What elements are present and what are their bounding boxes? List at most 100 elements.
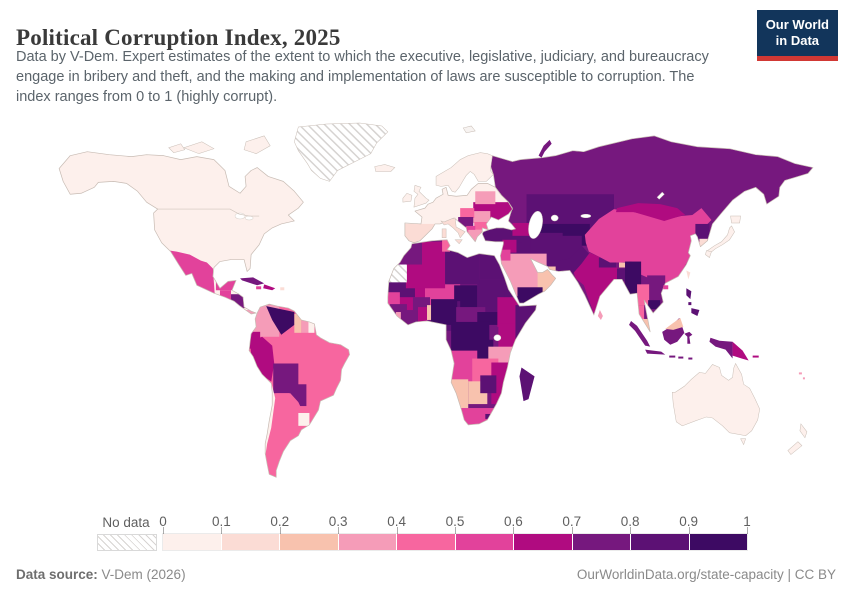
region-bhutan[interactable]: [618, 262, 627, 268]
region-taiwan[interactable]: [686, 270, 691, 280]
region-hungary[interactable]: [460, 208, 475, 219]
region-honshu[interactable]: [706, 225, 735, 253]
region-serbia-bosnia[interactable]: [458, 217, 474, 227]
region-ivory-coast[interactable]: [400, 311, 418, 325]
region-australia[interactable]: [671, 362, 760, 437]
region-ghana[interactable]: [417, 307, 428, 324]
region-sulawesi[interactable]: [684, 331, 693, 344]
region-sumatra[interactable]: [629, 320, 651, 347]
region-lesser-sunda[interactable]: [669, 355, 676, 358]
owid-logo-line: in Data: [775, 33, 820, 49]
region-venezuela[interactable]: [266, 306, 295, 335]
region-bangladesh[interactable]: [616, 268, 628, 282]
region-nz-north[interactable]: [799, 423, 808, 439]
lake-balkhash: [580, 213, 592, 219]
region-east-malaysia[interactable]: [665, 317, 684, 330]
region-ireland[interactable]: [402, 192, 413, 203]
region-zimbabwe[interactable]: [480, 375, 497, 394]
region-hokkaido[interactable]: [730, 215, 741, 224]
region-thailand[interactable]: [637, 284, 650, 306]
region-baffin-island[interactable]: [243, 135, 271, 154]
no-data-label: No data: [102, 515, 150, 530]
region-lesser-sunda[interactable]: [688, 357, 693, 360]
region-french-guiana[interactable]: [308, 314, 315, 333]
region-banks-island[interactable]: [168, 143, 186, 153]
region-sicily[interactable]: [454, 239, 463, 245]
region-albania[interactable]: [466, 225, 476, 233]
footer-link[interactable]: OurWorldinData.org/state-capacity | CC B…: [576, 567, 836, 582]
region-nz-south[interactable]: [787, 441, 803, 455]
region-victoria-island[interactable]: [183, 141, 215, 154]
region-yemen[interactable]: [517, 287, 543, 306]
caspian-sea: [528, 211, 543, 239]
region-cuba[interactable]: [240, 277, 265, 286]
no-data-swatch[interactable]: [97, 534, 157, 551]
region-puerto-rico[interactable]: [280, 287, 285, 291]
region-italy[interactable]: [440, 217, 466, 239]
region-tasmania[interactable]: [740, 438, 746, 446]
region-fiji[interactable]: [798, 372, 802, 375]
region-jordan[interactable]: [499, 249, 511, 261]
region-kyushu[interactable]: [705, 250, 712, 258]
owid-logo: Our World in Data: [756, 10, 838, 61]
region-sierra-leone[interactable]: [395, 312, 403, 320]
region-tunisia[interactable]: [442, 239, 451, 252]
region-lesser-sunda[interactable]: [678, 356, 684, 359]
region-nigeria[interactable]: [431, 299, 458, 325]
region-madagascar[interactable]: [519, 367, 535, 402]
region-java[interactable]: [645, 349, 666, 355]
region-mongolia[interactable]: [615, 203, 686, 221]
region-sri-lanka[interactable]: [597, 310, 603, 320]
region-novaya-zemlya[interactable]: [538, 139, 552, 158]
region-visayas[interactable]: [688, 302, 692, 306]
region-iceland[interactable]: [374, 164, 396, 172]
region-north-korea[interactable]: [695, 223, 710, 239]
region-western-sahara[interactable]: [387, 264, 407, 283]
region-peru[interactable]: [250, 336, 275, 382]
region-argentina[interactable]: [267, 393, 304, 478]
region-panama[interactable]: [245, 310, 258, 318]
region-vietnam-laos[interactable]: [647, 275, 666, 301]
region-kenya[interactable]: [498, 323, 517, 348]
region-senegal[interactable]: [387, 292, 400, 306]
region-guyana[interactable]: [294, 314, 302, 333]
region-mindanao[interactable]: [691, 308, 700, 316]
lake-baikal: [656, 191, 665, 200]
region-suriname[interactable]: [301, 314, 309, 333]
region-guinea[interactable]: [389, 304, 407, 315]
region-hispaniola[interactable]: [263, 284, 276, 291]
region-malaysia[interactable]: [642, 318, 654, 333]
region-papua-new-guinea[interactable]: [732, 341, 749, 361]
region-greenland[interactable]: [294, 122, 389, 182]
region-india[interactable]: [573, 252, 620, 315]
region-fiji[interactable]: [802, 377, 805, 380]
region-luzon[interactable]: [686, 288, 692, 300]
region-cambodia[interactable]: [648, 300, 661, 310]
region-scandinavia[interactable]: [435, 152, 494, 193]
region-united-kingdom[interactable]: [413, 185, 430, 208]
region-bulgaria[interactable]: [474, 221, 488, 230]
region-hainan[interactable]: [663, 285, 669, 290]
region-namibia[interactable]: [450, 379, 469, 411]
region-usa-canada[interactable]: [59, 151, 304, 315]
region-jamaica[interactable]: [256, 286, 262, 290]
region-uruguay[interactable]: [298, 412, 310, 426]
region-belarus[interactable]: [475, 191, 496, 205]
region-benin-togo[interactable]: [427, 305, 434, 320]
region-south-korea[interactable]: [699, 238, 708, 248]
region-sardinia[interactable]: [441, 228, 447, 239]
region-west-new-guinea[interactable]: [709, 337, 733, 359]
region-syria[interactable]: [502, 239, 517, 253]
region-pakistan[interactable]: [557, 245, 589, 275]
region-thailand-peninsula[interactable]: [638, 305, 645, 322]
region-guatemala[interactable]: [219, 290, 232, 302]
legend-color-bar[interactable]: [162, 533, 748, 551]
region-honduras-nicaragua[interactable]: [231, 294, 246, 309]
region-new-britain[interactable]: [752, 355, 759, 358]
region-romania[interactable]: [472, 211, 491, 223]
region-nepal[interactable]: [598, 257, 616, 268]
region-lesotho[interactable]: [485, 413, 491, 419]
region-china[interactable]: [584, 208, 712, 284]
great-lakes: [244, 215, 254, 221]
